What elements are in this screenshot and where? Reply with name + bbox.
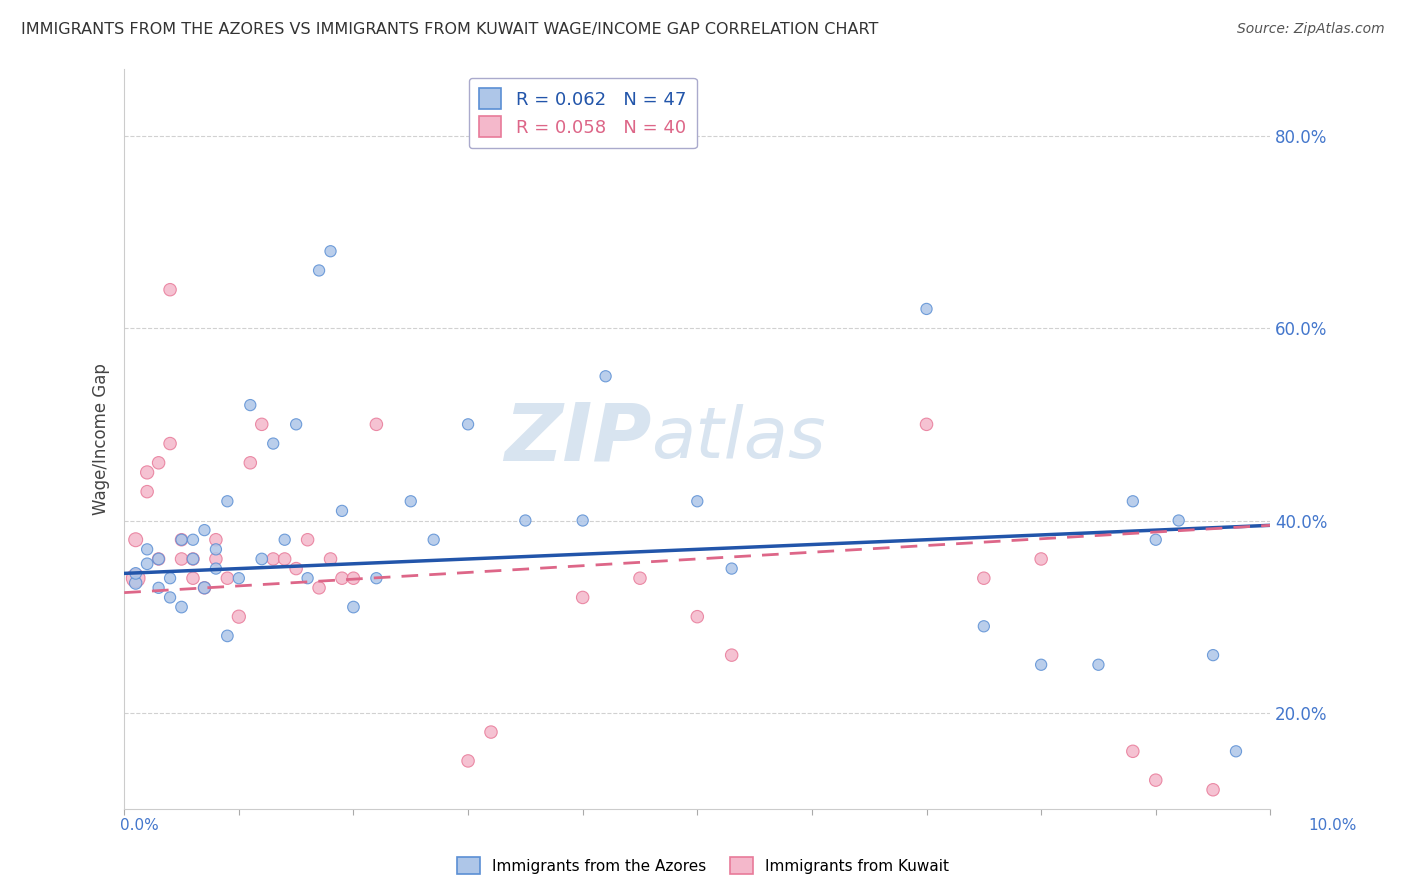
Point [217, 494, 239, 508]
Point [125, 566, 148, 581]
Point [205, 552, 228, 566]
Point [181, 552, 204, 566]
Point [170, 533, 193, 547]
Point [319, 552, 342, 566]
Point [1029, 552, 1052, 566]
Point [1202, 782, 1225, 797]
Point [125, 571, 148, 585]
Point [308, 581, 330, 595]
Point [136, 466, 159, 480]
Text: IMMIGRANTS FROM THE AZORES VS IMMIGRANTS FROM KUWAIT WAGE/INCOME GAP CORRELATION: IMMIGRANTS FROM THE AZORES VS IMMIGRANTS… [21, 22, 879, 37]
Point [399, 494, 422, 508]
Text: Source: ZipAtlas.com: Source: ZipAtlas.com [1237, 22, 1385, 37]
Point [1029, 657, 1052, 672]
Text: atlas: atlas [651, 404, 827, 474]
Point [285, 417, 308, 432]
Point [571, 514, 593, 528]
Point [262, 436, 284, 450]
Point [239, 456, 262, 470]
Point [342, 600, 364, 615]
Point [1122, 744, 1144, 758]
Point [250, 552, 273, 566]
Point [686, 609, 709, 624]
Point [193, 523, 215, 537]
Point [148, 581, 170, 595]
Text: ZIP: ZIP [505, 400, 651, 478]
Point [159, 283, 181, 297]
Point [915, 417, 938, 432]
Point [250, 417, 273, 432]
Point [148, 552, 170, 566]
Point [720, 561, 742, 575]
Point [159, 571, 181, 585]
Point [217, 571, 239, 585]
Point [720, 648, 742, 662]
Point [136, 557, 159, 571]
Point [366, 417, 388, 432]
Point [973, 571, 995, 585]
Point [308, 263, 330, 277]
Point [170, 552, 193, 566]
Point [457, 754, 479, 768]
Point [170, 600, 193, 615]
Point [148, 552, 170, 566]
Point [297, 533, 319, 547]
Legend: Immigrants from the Azores, Immigrants from Kuwait: Immigrants from the Azores, Immigrants f… [451, 851, 955, 880]
Point [285, 561, 308, 575]
Point [330, 504, 353, 518]
Point [1122, 494, 1144, 508]
Point [205, 533, 228, 547]
Point [193, 581, 215, 595]
Point [217, 629, 239, 643]
Point [262, 552, 284, 566]
Point [136, 484, 159, 499]
Point [1144, 773, 1167, 788]
Point [342, 571, 364, 585]
Point [422, 533, 444, 547]
Point [228, 609, 250, 624]
Text: 10.0%: 10.0% [1309, 818, 1357, 832]
Point [319, 244, 342, 259]
Point [181, 571, 204, 585]
Point [181, 552, 204, 566]
Point [125, 576, 148, 591]
Point [148, 456, 170, 470]
Point [366, 571, 388, 585]
Legend: R = 0.062   N = 47, R = 0.058   N = 40: R = 0.062 N = 47, R = 0.058 N = 40 [468, 78, 697, 148]
Point [297, 571, 319, 585]
Point [1167, 514, 1189, 528]
Point [595, 369, 617, 384]
Point [170, 533, 193, 547]
Point [193, 581, 215, 595]
Point [181, 533, 204, 547]
Point [915, 301, 938, 316]
Point [1144, 533, 1167, 547]
Point [273, 552, 295, 566]
Point [515, 514, 537, 528]
Point [273, 533, 295, 547]
Point [571, 591, 593, 605]
Point [1225, 744, 1247, 758]
Point [1087, 657, 1109, 672]
Point [330, 571, 353, 585]
Point [159, 591, 181, 605]
Point [125, 533, 148, 547]
Point [228, 571, 250, 585]
Point [973, 619, 995, 633]
Y-axis label: Wage/Income Gap: Wage/Income Gap [93, 363, 110, 515]
Point [136, 542, 159, 557]
Point [686, 494, 709, 508]
Point [205, 561, 228, 575]
Text: 0.0%: 0.0% [120, 818, 159, 832]
Point [628, 571, 651, 585]
Point [205, 542, 228, 557]
Point [1202, 648, 1225, 662]
Point [159, 436, 181, 450]
Point [457, 417, 479, 432]
Point [239, 398, 262, 412]
Point [479, 725, 502, 739]
